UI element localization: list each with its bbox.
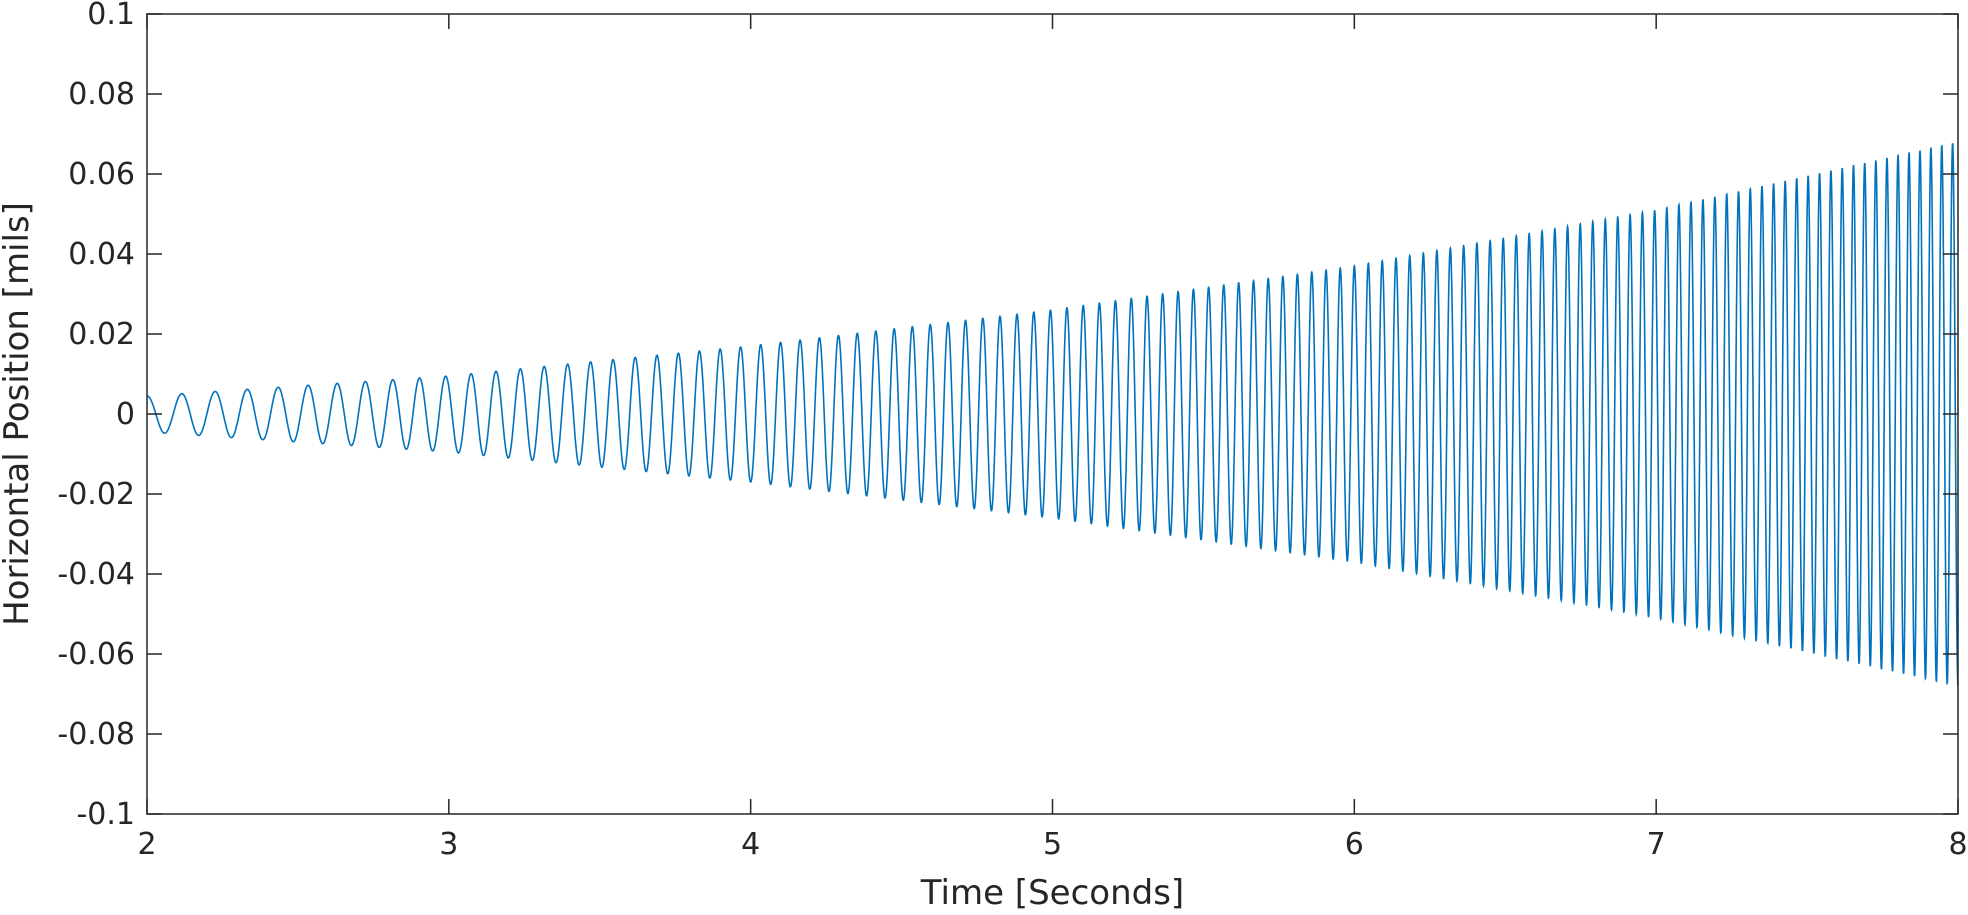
x-tick-label: 4	[741, 827, 760, 862]
y-tick-label: 0.1	[87, 0, 135, 32]
x-tick-label: 8	[1948, 827, 1967, 862]
y-tick-label: -0.02	[57, 477, 135, 512]
axes-box	[146, 13, 1959, 815]
y-tick-label: -0.04	[57, 557, 135, 592]
y-tick-label: -0.1	[76, 797, 135, 832]
ticks: 2 3 4 5 6 7 8 0.1 0.08 0.06 0.04 0.02 0 -0.02 -0.04 -0.…	[57, 0, 1967, 862]
y-tick-label: -0.06	[57, 637, 135, 672]
y-tick-label: 0.04	[68, 237, 135, 272]
y-tick-label: 0.06	[68, 157, 135, 192]
y-tick-label: -0.08	[57, 717, 135, 752]
y-tick-label: 0.02	[68, 317, 135, 352]
x-tick-label: 3	[439, 827, 458, 862]
x-tick-label: 2	[137, 827, 156, 862]
x-tick-label: 6	[1345, 827, 1364, 862]
y-tick-label: 0.08	[68, 77, 135, 112]
x-axis-label: Time [Seconds]	[920, 873, 1184, 910]
series-line	[147, 143, 1959, 687]
x-tick-label: 5	[1043, 827, 1062, 862]
plot-area	[147, 143, 1959, 687]
y-tick-label: 0	[116, 397, 135, 432]
y-axis-label: Horizontal Position [mils]	[0, 202, 37, 626]
x-tick-label: 7	[1647, 827, 1666, 862]
